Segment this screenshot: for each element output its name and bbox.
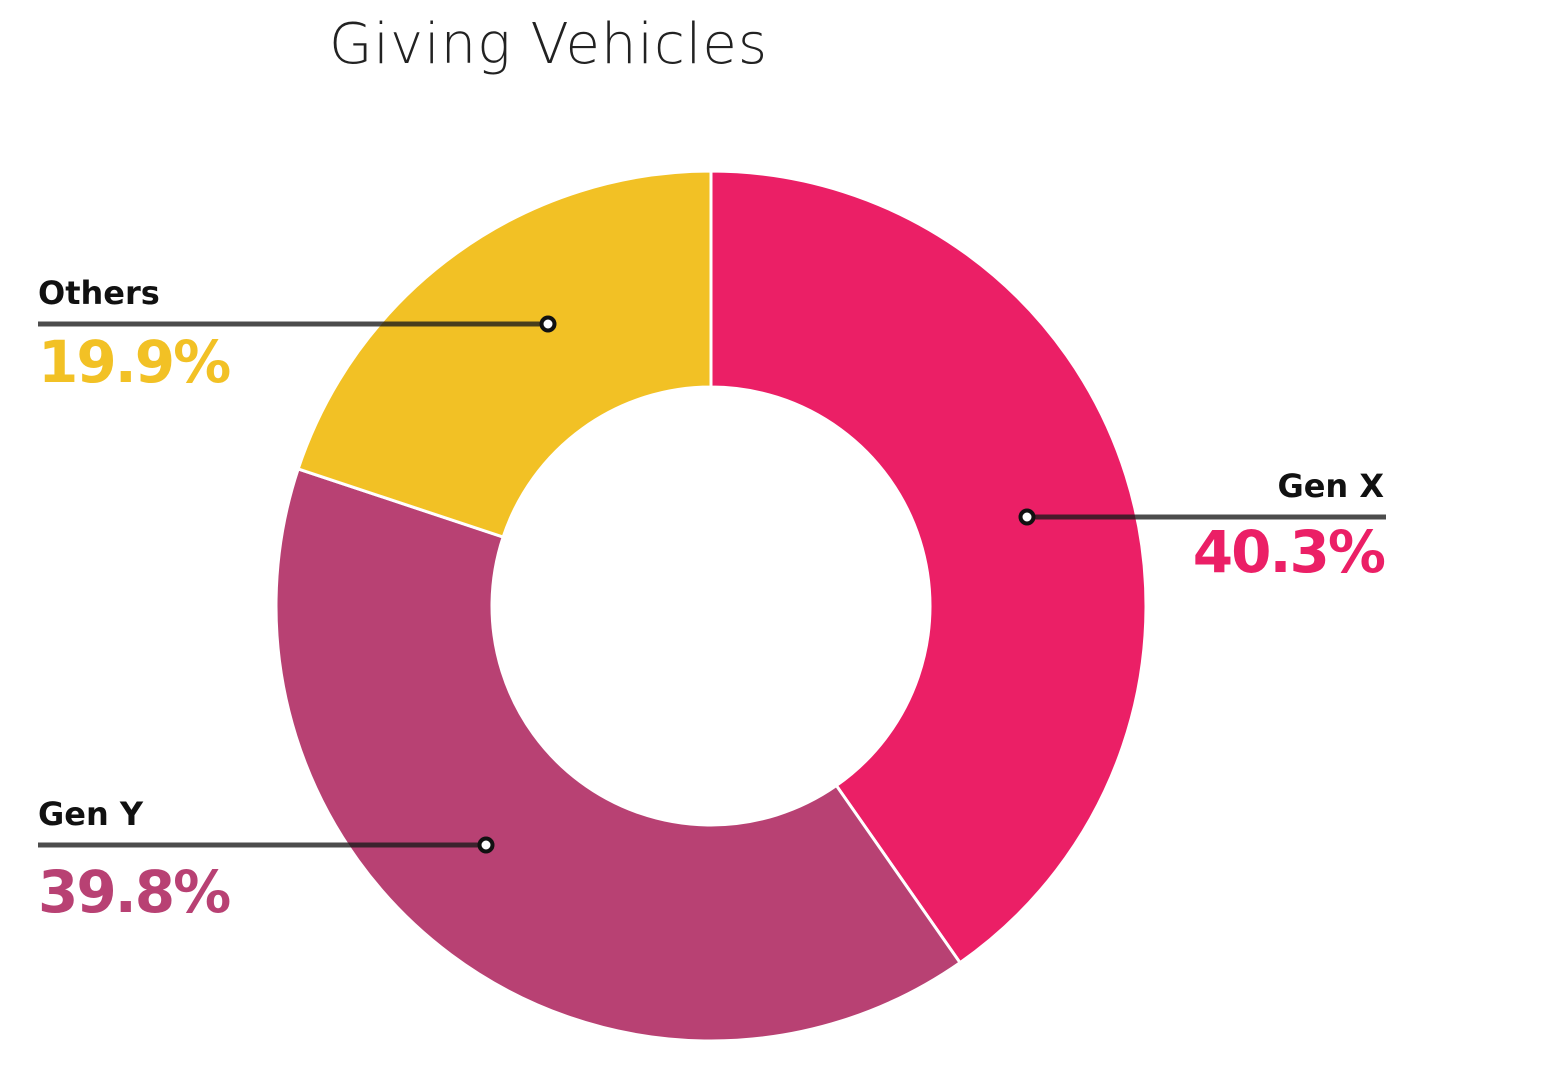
label-group-gen-x: Gen X 40.3%: [1018, 467, 1387, 586]
chart-title: Giving Vehicles: [329, 12, 768, 77]
label-name-gen-y: Gen Y: [38, 795, 144, 833]
slices-layer: [274, 169, 1148, 1043]
slice-others: [296, 169, 713, 539]
slice-gen-x: [709, 169, 1148, 965]
label-name-gen-x: Gen X: [1277, 467, 1384, 505]
label-name-others: Others: [38, 274, 160, 312]
leader-dot-others: [539, 315, 557, 333]
label-group-gen-y: Gen Y 39.8%: [38, 795, 495, 926]
label-value-gen-y: 39.8%: [38, 858, 230, 926]
label-value-gen-x: 40.3%: [1193, 518, 1385, 586]
labels-layer: Gen X 40.3% Gen Y 39.8% Others 19.9%: [38, 274, 1387, 926]
leader-dot-gen-x: [1018, 508, 1036, 526]
label-value-others: 19.9%: [38, 328, 230, 396]
slice-gen-y: [274, 467, 963, 1043]
label-group-others: Others 19.9%: [38, 274, 557, 396]
leader-dot-gen-y: [477, 836, 495, 854]
